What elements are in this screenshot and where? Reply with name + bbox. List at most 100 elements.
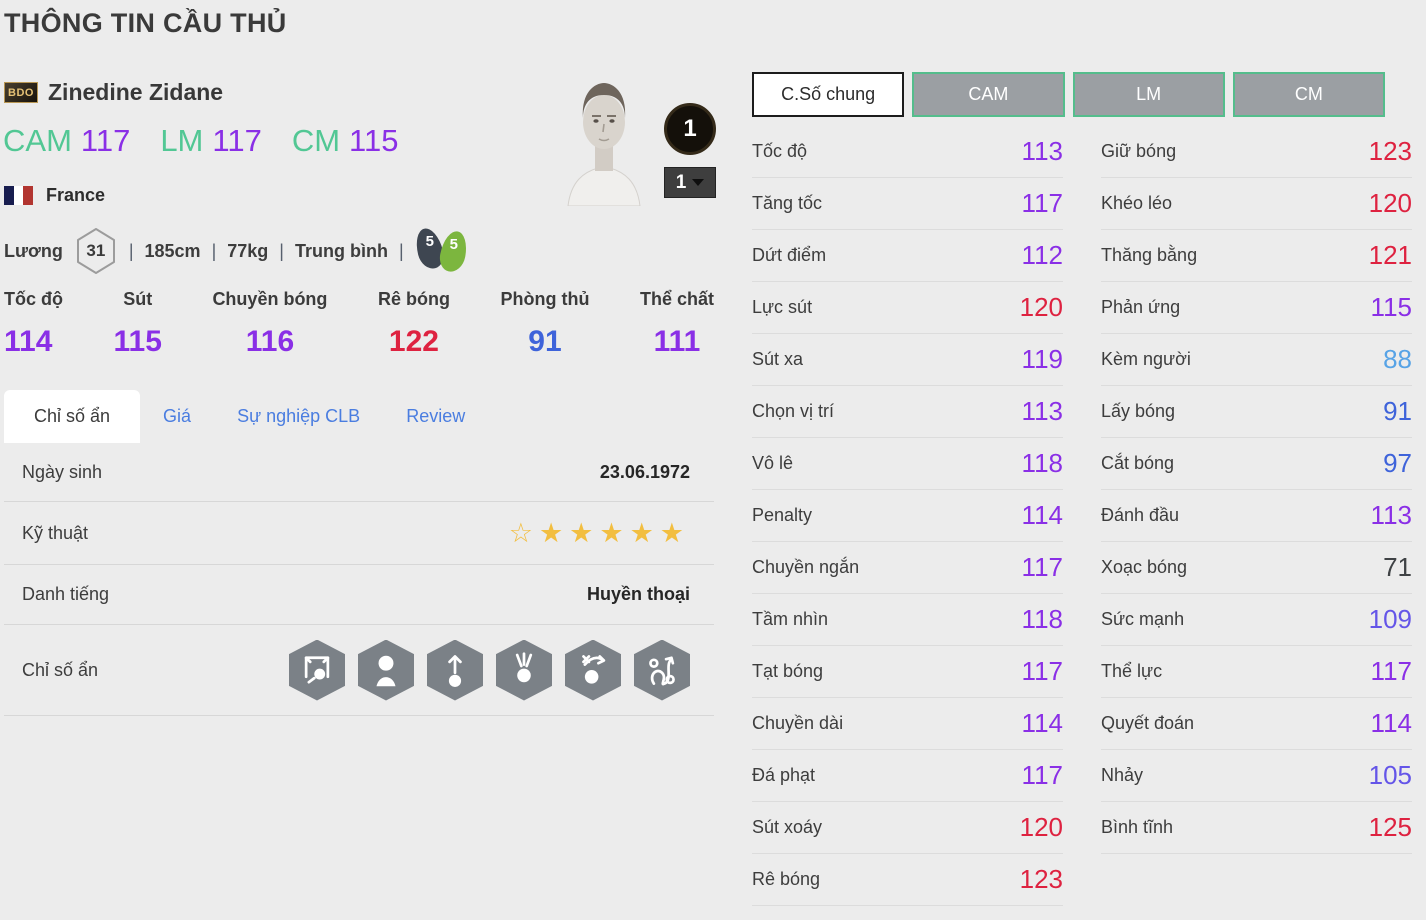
position-rating-value: 117 <box>80 123 131 158</box>
fame-value: Huyền thoại <box>586 584 690 604</box>
stat-label: Nhảy <box>1101 765 1144 785</box>
stat-value: 120 <box>1368 188 1412 218</box>
stat-row: Chuyền ngắn 117 <box>752 542 1063 594</box>
page-title: THÔNG TIN CẦU THỦ <box>4 8 287 38</box>
card-level-badge: 1 <box>664 103 716 155</box>
stat-value: 125 <box>1368 812 1412 842</box>
stat-value: 88 <box>1383 344 1412 374</box>
stat-row: Vô lê 118 <box>752 438 1063 490</box>
stat-value: 123 <box>1019 864 1063 894</box>
fame-row: Danh tiếng Huyền thoại <box>4 565 714 625</box>
goal-shot-icon <box>289 639 345 701</box>
position-label: LM <box>160 123 204 158</box>
stat-value: 97 <box>1383 448 1412 478</box>
stat-row: Penalty 114 <box>752 490 1063 542</box>
position-rating: CAM 117 <box>3 123 131 158</box>
view-button-lm[interactable]: LM <box>1072 72 1225 117</box>
boot-right-value: 5 <box>449 236 458 253</box>
position-rating-value: 117 <box>212 123 262 158</box>
summary-stat-value: 111 <box>653 325 701 358</box>
stat-label: Chọn vị trí <box>752 401 835 421</box>
card-class-badge: BDO <box>4 82 38 103</box>
stat-label: Khéo léo <box>1101 193 1173 213</box>
summary-stat: Rê bóng 122 <box>378 289 450 359</box>
stat-row: Nhảy 105 <box>1101 750 1412 802</box>
position-label: CAM <box>3 123 72 158</box>
stat-value: 71 <box>1383 552 1412 582</box>
summary-stat-value: 114 <box>4 325 53 358</box>
stat-value: 117 <box>1021 760 1063 790</box>
stat-label: Vô lê <box>752 453 794 473</box>
hidden-trait-icons <box>289 639 690 701</box>
stat-label: Phản ứng <box>1101 297 1181 317</box>
level-select[interactable]: 1 <box>664 167 716 198</box>
separator: | <box>128 240 134 261</box>
position-ratings: CAM 117 LM 117 CM 115 <box>3 123 398 158</box>
stat-row: Xoạc bóng 71 <box>1101 542 1412 594</box>
summary-stat-label: Phòng thủ <box>500 289 590 309</box>
stat-label: Rê bóng <box>752 869 821 889</box>
stat-value: 109 <box>1368 604 1412 634</box>
tab-gi-[interactable]: Giá <box>163 406 192 426</box>
dob-value: 23.06.1972 <box>599 461 690 482</box>
tab-ch-s-n[interactable]: Chỉ số ẩn <box>4 390 141 443</box>
stat-label: Sút xoáy <box>752 817 823 837</box>
stat-row: Tầm nhìn 118 <box>752 594 1063 646</box>
stat-label: Chuyền dài <box>752 713 844 733</box>
dob-row: Ngày sinh 23.06.1972 <box>4 443 714 502</box>
hidden-traits-row: Chỉ số ẩn <box>4 625 714 716</box>
player-meta-row: Lương 31 | 185cm | 77kg | Trung bình | 5… <box>4 222 473 280</box>
summary-stat: Phòng thủ 91 <box>500 289 589 359</box>
view-button-cm[interactable]: CM <box>1232 72 1385 117</box>
summary-stat-value: 115 <box>113 325 162 358</box>
skill-row: Kỹ thuật ☆★★★★★ <box>4 502 714 565</box>
nation-row: France <box>4 185 105 206</box>
stat-value: 120 <box>1019 292 1063 322</box>
stat-label: Penalty <box>752 505 813 525</box>
stat-label: Đánh đầu <box>1101 505 1180 525</box>
summary-stat-label: Thể chất <box>639 289 714 309</box>
dribble-weave-icon <box>634 639 690 701</box>
stat-label: Tăng tốc <box>752 193 823 213</box>
stat-label: Sức mạnh <box>1101 609 1185 629</box>
stat-row: Đánh đầu 113 <box>1101 490 1412 542</box>
stat-value: 118 <box>1021 448 1063 478</box>
stat-value: 117 <box>1370 656 1412 686</box>
stat-view-buttons: C.Số chung CAM LM CM <box>752 72 1385 117</box>
stat-row: Sức mạnh 109 <box>1101 594 1412 646</box>
stat-row: Giữ bóng 123 <box>1101 126 1412 178</box>
stat-value: 117 <box>1021 552 1063 582</box>
stat-label: Tốc độ <box>752 141 808 161</box>
portrait-block: 1 1 <box>560 72 716 206</box>
player-name-row: BDO Zinedine Zidane <box>4 79 223 106</box>
stat-row: Dứt điểm 112 <box>752 230 1063 282</box>
tab-review[interactable]: Review <box>406 406 466 426</box>
stat-row: Lực sút 120 <box>752 282 1063 334</box>
stat-label: Lấy bóng <box>1101 401 1176 421</box>
dob-label: Ngày sinh <box>22 461 103 482</box>
stat-value: 113 <box>1370 500 1412 530</box>
stat-value: 105 <box>1368 760 1412 790</box>
salary-label: Lương <box>4 240 63 261</box>
summary-stat-label: Rê bóng <box>377 289 450 309</box>
stat-value: 112 <box>1021 240 1063 270</box>
summary-stat-value: 91 <box>528 325 562 358</box>
view-button-cam[interactable]: CAM <box>912 72 1065 117</box>
summary-stat-label: Tốc độ <box>4 289 63 309</box>
player-portrait <box>560 72 648 206</box>
header-icon <box>358 639 414 701</box>
stat-row: Lấy bóng 91 <box>1101 386 1412 438</box>
stat-value: 113 <box>1021 396 1063 426</box>
skill-label: Kỹ thuật <box>22 522 89 543</box>
stat-row: Rê bóng 123 <box>752 854 1063 906</box>
tab-s-nghi-p-clb[interactable]: Sự nghiệp CLB <box>237 406 361 426</box>
stat-column-left: Tốc độ 113 Tăng tốc 117 Dứt điểm 112 Lực sút 12… <box>752 126 1063 906</box>
stat-value: 113 <box>1021 136 1063 166</box>
stat-row: Bình tĩnh 125 <box>1101 802 1412 854</box>
summary-stat: Sút 115 <box>114 289 162 359</box>
view-button-c-s-chung[interactable]: C.Số chung <box>752 72 905 117</box>
summary-stat: Tốc độ 114 <box>4 289 63 359</box>
stat-row: Sút xa 119 <box>752 334 1063 386</box>
stat-value: 114 <box>1021 500 1063 530</box>
summary-stat-value: 122 <box>388 325 439 358</box>
